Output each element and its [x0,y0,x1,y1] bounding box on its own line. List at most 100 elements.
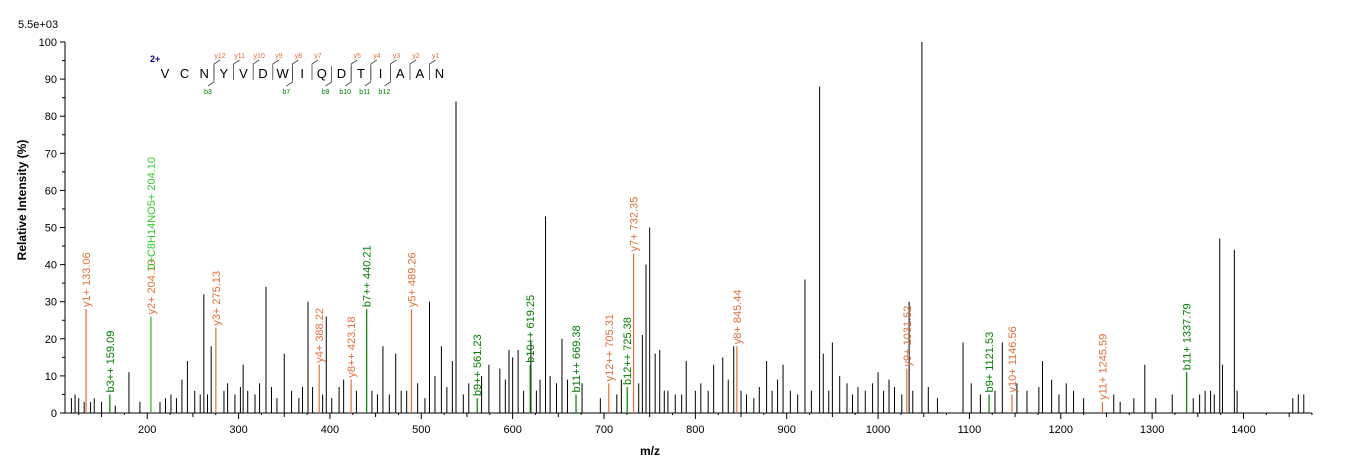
peak-label: b11+ 1337.79 [1182,303,1194,370]
y-cleavage-mark [252,59,260,80]
sequence-residue: I [379,66,383,81]
b-cleavage-mark [384,66,391,87]
y-ion-tag: y4 [373,53,381,60]
b-ion-tag: b11 [359,89,370,96]
peak-label: y4+ 388.22 [314,308,326,363]
peak-label: b12++ 725.38 [622,317,634,385]
y-tick-label: 30 [45,297,57,309]
y-tick-label: 60 [45,185,57,197]
x-tick-label: 400 [321,424,339,436]
x-axis-title: m/z [640,444,660,458]
b-cleavage-mark [344,66,352,87]
y-tick-label: 0 [51,408,57,420]
y-cleavage-mark [292,59,299,80]
y-ion-tag: y2 [412,53,420,60]
y-axis-title: Relative Intensity (%) [15,140,29,261]
sequence-residue: N [200,66,209,81]
b-ion-tag: b9 [322,89,330,96]
x-tick-label: 1300 [1140,424,1164,436]
y-cleavage-mark [429,59,436,80]
x-tick-label: 800 [686,424,704,436]
y-ion-tag: y8 [295,53,303,60]
peak-label: y9+ 1031.52 [902,306,914,367]
y-ion-tag: y10 [254,53,265,60]
b-ion-tag: b10 [339,89,351,96]
peak-label: y5+ 489.26 [406,252,418,307]
y-ion-tag: y11 [234,53,245,60]
y-tick-label: 80 [45,111,57,123]
x-tick-label: 200 [138,424,156,436]
b-cleavage-mark [364,66,372,87]
y-ion-tag: y9 [275,53,283,60]
peak-label: b9+ 1121.53 [984,332,996,393]
axes [64,42,1312,414]
peak-label: b10++ 619.25 [525,295,537,363]
x-tick-label: 1400 [1231,424,1255,436]
peak-label: b3++ 159.09 [105,331,117,393]
y-tick-label: 50 [45,223,57,235]
peak-label: y3+ 275.13 [211,271,223,326]
b-ion-tag: b3 [204,89,212,96]
y-cleavage-mark [272,59,280,80]
peak-label: y10+ 1146.56 [1007,326,1019,392]
y-ion-tag: y1 [432,53,440,60]
y-ion-tag: y7 [314,53,322,60]
y-cleavage-mark [311,59,319,80]
sequence-residue: W [276,66,289,81]
y-ion-tag: y3 [393,53,401,60]
sequence-residue: I [300,66,304,81]
sequence-residue: Q [317,66,327,81]
x-tick-label: 1200 [1049,424,1073,436]
sequence-residue: D [258,66,267,81]
y-cleavage-mark [233,59,240,80]
peak-label: b9++ 561.23 [472,334,484,396]
x-tick-label: 600 [503,424,521,436]
peak-label: y11+ 1245.59 [1097,334,1109,400]
peak-label: y2+ 204.10 [146,260,158,315]
sequence-residue: A [396,66,405,81]
y-tick-label: 20 [45,334,57,346]
peak-label: y8+ 845.44 [732,289,744,344]
peak-label: y8++ 423.18 [346,316,358,377]
peak-label: y7+ 732.35 [629,197,641,252]
sequence-residue: T [357,66,365,81]
y-axis-ticks: 0 10 20 30 40 50 60 70 80 90 100 [39,37,65,420]
sequence-residue: D [337,66,346,81]
b-ion-tag: b12 [379,89,391,96]
max-intensity-label: 5.5e+03 [18,19,58,31]
y-tick-label: 100 [39,37,57,49]
precursor-charge: 2+ [150,54,160,64]
x-tick-label: 700 [595,424,613,436]
b-cleavage-mark [207,66,215,87]
y-cleavage-mark [409,59,417,80]
peak-label: b11++ 669.38 [571,325,583,392]
peak-label: b7++ 440.21 [362,245,374,307]
x-tick-label: 1100 [958,424,982,436]
sequence-residue: C [180,66,189,81]
y-tick-label: 70 [45,148,57,160]
y-tick-label: 40 [45,260,57,272]
b-cleavage-mark [286,66,293,87]
y-cleavage-mark [370,59,378,80]
y-tick-label: 90 [45,74,57,86]
y-ion-tag: y12 [214,53,225,60]
x-tick-label: 1000 [866,424,890,436]
peak-label: y1+ 133.06 [81,252,93,307]
ion-annotations: y1+ 133.06 b3++ 159.09 y2+ 204.100+C8H14NO… [81,157,1194,413]
sequence-residue: Y [219,66,228,81]
b-ion-tag: b7 [283,89,291,96]
peak-label: y12++ 705.31 [604,314,616,381]
peak-label: 0+C8H14NO5+ 204.10 [146,157,158,270]
sequence-residue: N [435,66,444,81]
x-tick-label: 500 [412,424,430,436]
x-tick-label: 300 [229,424,247,436]
y-ion-tag: y5 [353,53,361,60]
sequence-residue: V [239,66,248,81]
b-cleavage-mark [325,66,332,87]
sequence-residue: A [415,66,424,81]
peak-series [70,42,1305,413]
x-axis-ticks: 200 300 400 500 600 700 800 900 1000 1100 1200 1300… [78,413,1313,436]
y-tick-label: 10 [45,371,57,383]
